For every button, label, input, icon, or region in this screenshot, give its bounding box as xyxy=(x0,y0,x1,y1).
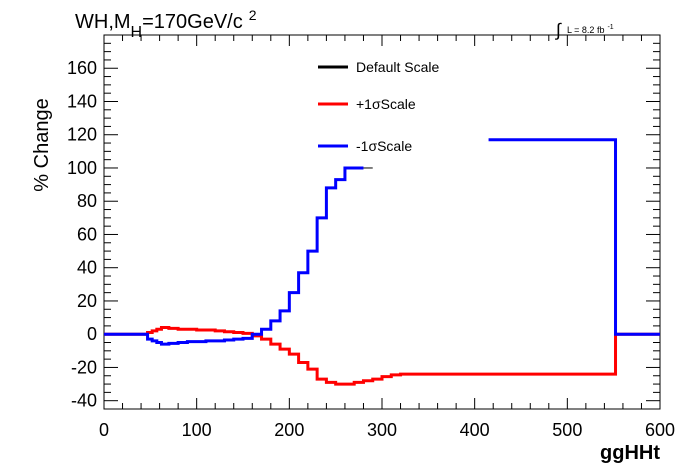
y-tick-label: -40 xyxy=(71,391,97,411)
x-tick-label: 500 xyxy=(552,420,582,440)
x-tick-label: 600 xyxy=(645,420,675,440)
y-tick-label: -20 xyxy=(71,357,97,377)
y-tick-label: 40 xyxy=(77,258,97,278)
legend-label: +1σScale xyxy=(356,96,416,112)
lumi-superscript: -1 xyxy=(607,24,613,31)
x-tick-label: 0 xyxy=(99,420,109,440)
y-tick-label: 60 xyxy=(77,224,97,244)
x-axis-label: ggHHt xyxy=(600,442,660,464)
title-subscript: H xyxy=(131,24,143,41)
y-tick-label: 0 xyxy=(87,324,97,344)
y-axis-label: % Change xyxy=(31,98,53,191)
lumi-label: L = 8.2 fb -1 xyxy=(567,24,614,35)
y-tick-label: 20 xyxy=(77,291,97,311)
legend-label: -1σScale xyxy=(356,138,412,154)
series-minus1sigma-line xyxy=(104,166,364,346)
title-rest: =170GeV/c xyxy=(142,11,243,33)
y-tick-label: 160 xyxy=(67,58,97,78)
legend-label: Default Scale xyxy=(356,59,439,75)
y-tick-label: 100 xyxy=(67,158,97,178)
x-tick-label: 200 xyxy=(274,420,304,440)
axis-ticks: 0 100 200 300 400 500 600 -40 -20 0 20 40 60 80 100 120… xyxy=(67,35,675,440)
integral-sign: ∫ xyxy=(554,20,562,40)
series-layer xyxy=(104,138,660,386)
y-tick-label: 80 xyxy=(77,191,97,211)
y-tick-label: 140 xyxy=(67,91,97,111)
legend: Default Scale +1σScale -1σScale xyxy=(318,59,439,154)
title-superscript: 2 xyxy=(249,7,257,23)
x-tick-label: 300 xyxy=(367,420,397,440)
lumi-text: L = 8.2 fb xyxy=(567,25,604,35)
series-plus1sigma-line xyxy=(104,326,660,386)
series-minus1sigma-line-high xyxy=(488,138,660,336)
x-tick-label: 400 xyxy=(460,420,490,440)
y-tick-label: 120 xyxy=(67,125,97,145)
title-main: WH,M xyxy=(75,11,131,33)
x-tick-label: 100 xyxy=(182,420,212,440)
chart-title: WH,MH=170GeV/c 2 xyxy=(75,7,257,41)
